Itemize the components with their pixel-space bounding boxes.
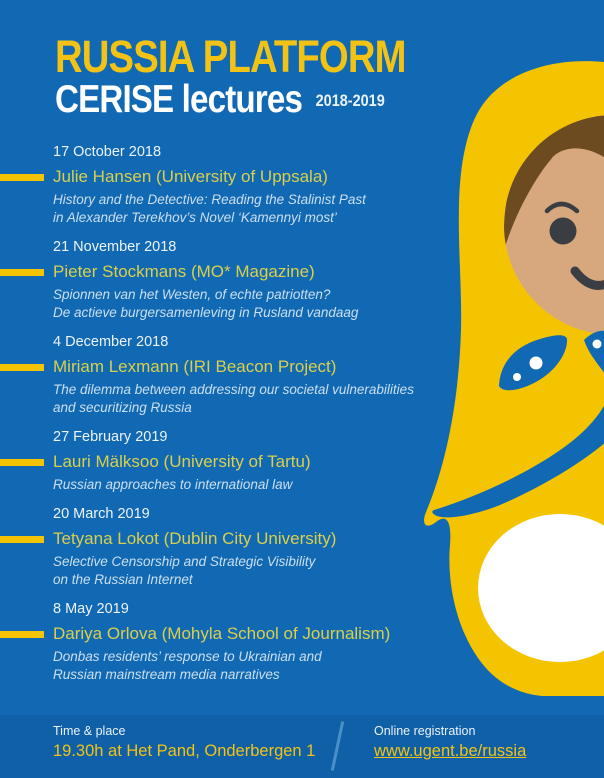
lecture-entry: 27 February 2019 Lauri Mälksoo (Universi… <box>0 429 473 494</box>
lecture-speaker-text: Tetyana Lokot (Dublin City University) <box>53 529 337 548</box>
registration-block: Online registration www.ugent.be/russia <box>374 724 526 761</box>
lecture-speaker: Lauri Mälksoo (University of Tartu) <box>0 452 473 472</box>
lecture-speaker: Pieter Stockmans (MO* Magazine) <box>0 262 473 282</box>
topic-line: Russian mainstream media narratives <box>53 667 280 682</box>
yellow-dash-icon <box>0 459 44 466</box>
topic-line: on the Russian Internet <box>53 572 193 587</box>
doll-eye-icon <box>549 217 577 245</box>
time-place-value: 19.30h at Het Pand, Onderbergen 1 <box>53 742 316 760</box>
lecture-entry: 17 October 2018 Julie Hansen (University… <box>0 144 473 227</box>
lecture-topic: Russian approaches to international law <box>53 476 473 494</box>
topic-line: History and the Detective: Reading the S… <box>53 192 366 207</box>
lecture-date: 4 December 2018 <box>53 334 169 350</box>
topic-line: and securitizing Russia <box>53 400 192 415</box>
lecture-entry: 8 May 2019 Dariya Orlova (Mohyla School … <box>0 601 473 684</box>
lecture-topic: Spionnen van het Westen, of echte patrio… <box>53 286 473 322</box>
lecture-speaker-text: Pieter Stockmans (MO* Magazine) <box>53 262 315 281</box>
lecture-topic: Selective Censorship and Strategic Visib… <box>53 553 473 589</box>
topic-line: Selective Censorship and Strategic Visib… <box>53 554 316 569</box>
scarf-dot <box>529 356 543 370</box>
lecture-speaker-text: Miriam Lexmann (IRI Beacon Project) <box>53 357 337 376</box>
lecture-date: 8 May 2019 <box>53 601 129 617</box>
matryoshka-doll-illustration <box>424 61 604 696</box>
lecture-list: 17 October 2018 Julie Hansen (University… <box>0 144 473 696</box>
yellow-dash-icon <box>0 364 44 371</box>
lecture-speaker: Julie Hansen (University of Uppsala) <box>0 167 473 187</box>
lecture-entry: 21 November 2018 Pieter Stockmans (MO* M… <box>0 239 473 322</box>
lecture-speaker-text: Julie Hansen (University of Uppsala) <box>53 167 328 186</box>
lecture-speaker: Miriam Lexmann (IRI Beacon Project) <box>0 357 473 377</box>
topic-line: Russian approaches to international law <box>53 477 293 492</box>
topic-line: De actieve burgersamenleving in Rusland … <box>53 305 359 320</box>
poster-subtitle-text: CERISE lectures <box>55 78 303 122</box>
doll-eyebrow-icon <box>544 201 580 214</box>
lecture-entry: 4 December 2018 Miriam Lexmann (IRI Beac… <box>0 334 473 417</box>
lecture-topic: Donbas residents’ response to Ukrainian … <box>53 648 473 684</box>
lecture-speaker-text: Dariya Orlova (Mohyla School of Journali… <box>53 624 391 643</box>
lecture-topic: History and the Detective: Reading the S… <box>53 191 473 227</box>
lecture-entry: 20 March 2019 Tetyana Lokot (Dublin City… <box>0 506 473 589</box>
lecture-date: 21 November 2018 <box>53 239 177 255</box>
poster-season: 2018-2019 <box>315 91 385 111</box>
doll-smile-icon <box>570 266 604 290</box>
topic-line: Donbas residents’ response to Ukrainian … <box>53 649 322 664</box>
topic-line: in Alexander Terekhov’s Novel ‘Kamennyi … <box>53 210 337 225</box>
topic-line: Spionnen van het Westen, of echte patrio… <box>53 287 331 302</box>
registration-link[interactable]: www.ugent.be/russia <box>374 742 527 760</box>
poster-title: RUSSIA PLATFORM <box>55 31 406 82</box>
lecture-topic: The dilemma between addressing our socie… <box>53 381 473 417</box>
time-place-label: Time & place <box>53 724 126 738</box>
title-block: RUSSIA PLATFORM CERISE lectures 2018-2019 <box>55 33 467 121</box>
yellow-dash-icon <box>0 174 44 181</box>
lecture-date: 20 March 2019 <box>53 506 150 522</box>
yellow-dash-icon <box>0 631 44 638</box>
yellow-dash-icon <box>0 269 44 276</box>
registration-label: Online registration <box>374 724 476 738</box>
footer-slash-divider <box>330 721 345 771</box>
lecture-date: 27 February 2019 <box>53 429 168 445</box>
yellow-dash-icon <box>0 536 44 543</box>
lecture-speaker: Tetyana Lokot (Dublin City University) <box>0 529 473 549</box>
lecture-date: 17 October 2018 <box>53 144 162 160</box>
topic-line: The dilemma between addressing our socie… <box>53 382 414 397</box>
scarf-dot <box>513 373 521 381</box>
doll-belly <box>478 514 604 662</box>
time-place-block: Time & place 19.30h at Het Pand, Onderbe… <box>53 724 315 761</box>
scarf-dot <box>592 339 602 349</box>
footer-bar: Time & place 19.30h at Het Pand, Onderbe… <box>0 715 604 778</box>
doll-scarf-band <box>432 405 604 518</box>
lecture-speaker: Dariya Orlova (Mohyla School of Journali… <box>0 624 473 644</box>
poster-subtitle: CERISE lectures 2018-2019 <box>55 78 406 122</box>
lecture-speaker-text: Lauri Mälksoo (University of Tartu) <box>53 452 311 471</box>
